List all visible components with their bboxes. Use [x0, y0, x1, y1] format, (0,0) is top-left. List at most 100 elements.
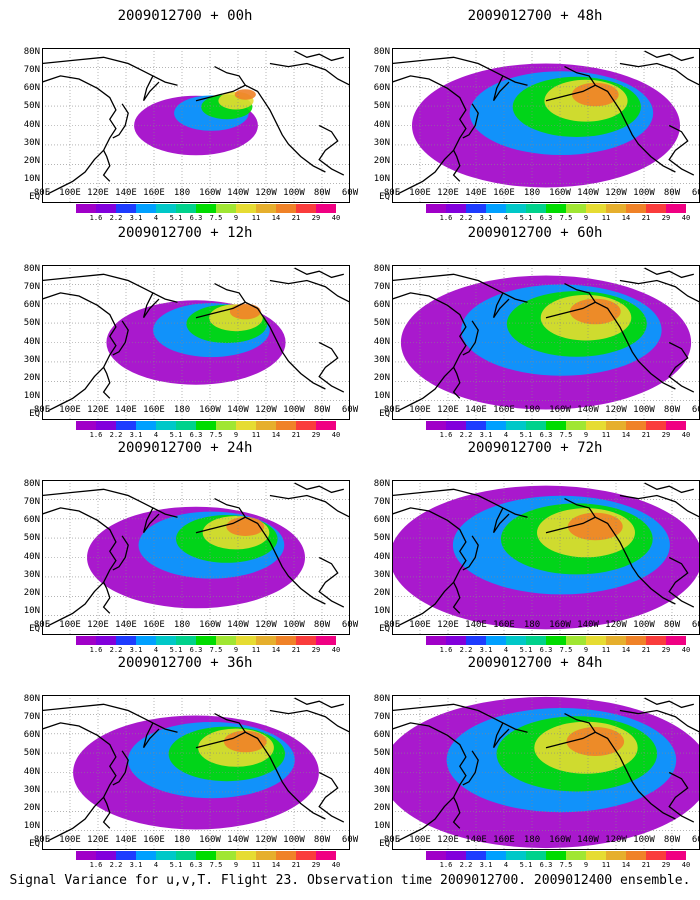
lat-tick-label: 20N [373, 802, 390, 813]
coastline [42, 75, 117, 195]
colorbar-tick-label: 21 [291, 214, 301, 222]
lat-tick-label: 80N [373, 264, 390, 274]
colorbar-tick-label: 14 [271, 646, 281, 654]
colorbar-swatch [626, 421, 646, 430]
colorbar-tick-label: 4 [503, 431, 509, 439]
variance-map: 80N 70N 60N 50N 40N 30N 20N 10N EQ [374, 48, 700, 203]
colorbar-tick-label: 9 [233, 431, 239, 439]
colorbar-swatch [606, 204, 626, 213]
colorbar-tick-label: 40 [681, 431, 691, 439]
colorbar [426, 851, 686, 860]
lat-tick-label: 80N [23, 694, 40, 704]
coastline [668, 341, 695, 393]
coastline [142, 722, 160, 749]
colorbar-tick-label: 14 [621, 214, 631, 222]
lat-tick-label: 10N [23, 605, 40, 616]
colorbar-swatch [76, 204, 96, 213]
colorbar-swatch [256, 421, 276, 430]
colorbar-swatch [316, 204, 336, 213]
colorbar-swatch [526, 204, 546, 213]
lon-tick-label: 140E [115, 835, 137, 845]
lon-tick-label: 60W [341, 188, 359, 198]
lat-tick-label: 30N [373, 137, 390, 148]
lat-tick-label: 20N [23, 372, 40, 383]
colorbar-swatch [506, 421, 526, 430]
lon-tick-label: 120E [437, 835, 459, 845]
colorbar-swatch [216, 636, 236, 645]
colorbar-tick-label: 4 [153, 646, 159, 654]
coastline [142, 75, 160, 102]
colorbar-swatch [486, 421, 506, 430]
coastline [269, 494, 350, 518]
lon-tick-label: 160W [199, 835, 221, 845]
lat-tick-label: 60N [373, 83, 390, 94]
colorbar-tick-label: 4 [153, 214, 159, 222]
colorbar-tick-label: 11 [601, 214, 611, 222]
colorbar-swatch [176, 851, 196, 860]
coastline [595, 301, 676, 390]
lat-tick-label: 40N [373, 336, 390, 347]
panel-title: 2009012700 + 00h [117, 8, 253, 24]
lat-tick-label: EQ [29, 839, 40, 849]
map-plot [392, 480, 700, 635]
map-plot [42, 48, 350, 203]
lon-tick-label: 100W [633, 620, 655, 630]
colorbar-swatch [506, 851, 526, 860]
coastline [294, 697, 344, 709]
colorbar-swatch [76, 851, 96, 860]
colorbar-tick-label: 7.5 [559, 861, 573, 869]
coastline [452, 367, 461, 399]
colorbar-swatch [116, 636, 136, 645]
colorbar-tick-label: 11 [601, 646, 611, 654]
lon-tick-label: 100W [283, 835, 305, 845]
variance-contour-level-5 [229, 303, 261, 320]
lon-tick-label: 80E [33, 620, 51, 630]
colorbar-swatch [236, 421, 256, 430]
lon-tick-label: 100W [283, 405, 305, 415]
lon-tick-label: 120E [437, 405, 459, 415]
map-plot [42, 695, 350, 850]
colorbar-tick-label: 40 [681, 646, 691, 654]
coastline [392, 722, 467, 842]
colorbar-swatch [486, 204, 506, 213]
lon-tick-label: 180 [523, 620, 541, 630]
colorbar-swatch [76, 636, 96, 645]
colorbar-tick-label: 3.1 [479, 861, 493, 869]
colorbar-tick-label: 29 [661, 861, 671, 869]
colorbar-swatch [116, 421, 136, 430]
lon-tick-label: 120E [437, 188, 459, 198]
colorbar-tick-label: 7.5 [209, 431, 223, 439]
lat-tick-label: 40N [373, 119, 390, 130]
lon-tick-label: 160W [199, 188, 221, 198]
colorbar-swatch [546, 851, 566, 860]
colorbar-swatch [176, 636, 196, 645]
lat-tick-label: 80N [373, 47, 390, 57]
colorbar-tick-label: 5.1 [169, 431, 183, 439]
coastline [392, 292, 467, 412]
colorbar-swatch [546, 636, 566, 645]
colorbar-tick-label: 29 [311, 214, 321, 222]
colorbar-swatch [426, 421, 446, 430]
colorbar-swatch [256, 636, 276, 645]
lon-tick-label: 100E [59, 405, 81, 415]
lat-tick-label: 40N [23, 336, 40, 347]
colorbar-tick-label: 29 [661, 646, 671, 654]
lon-tick-label: 140W [577, 835, 599, 845]
lon-tick-label: 140E [115, 620, 137, 630]
lat-tick-label: 10N [23, 173, 40, 184]
colorbar-swatch [176, 204, 196, 213]
lat-tick-label: 10N [373, 390, 390, 401]
forecast-panel-24h: 2009012700 + 24h 80N 70N 60N 50N 40N 30N 20N 10N… [20, 440, 358, 654]
colorbar-swatch [96, 421, 116, 430]
lon-tick-label: 180 [173, 188, 191, 198]
figure-caption: Signal Variance for u,v,T. Flight 23. Ob… [9, 873, 691, 888]
colorbar-tick-label: 40 [331, 861, 341, 869]
coastline [492, 507, 510, 534]
lat-tick-label: 30N [373, 354, 390, 365]
colorbar-tick-label: 7.5 [559, 431, 573, 439]
lon-tick-label: 80W [313, 188, 331, 198]
colorbar-swatch [276, 636, 296, 645]
colorbar-tick-label: 9 [233, 214, 239, 222]
lat-tick-label: 20N [23, 155, 40, 166]
lon-tick-label: 120W [605, 405, 627, 415]
